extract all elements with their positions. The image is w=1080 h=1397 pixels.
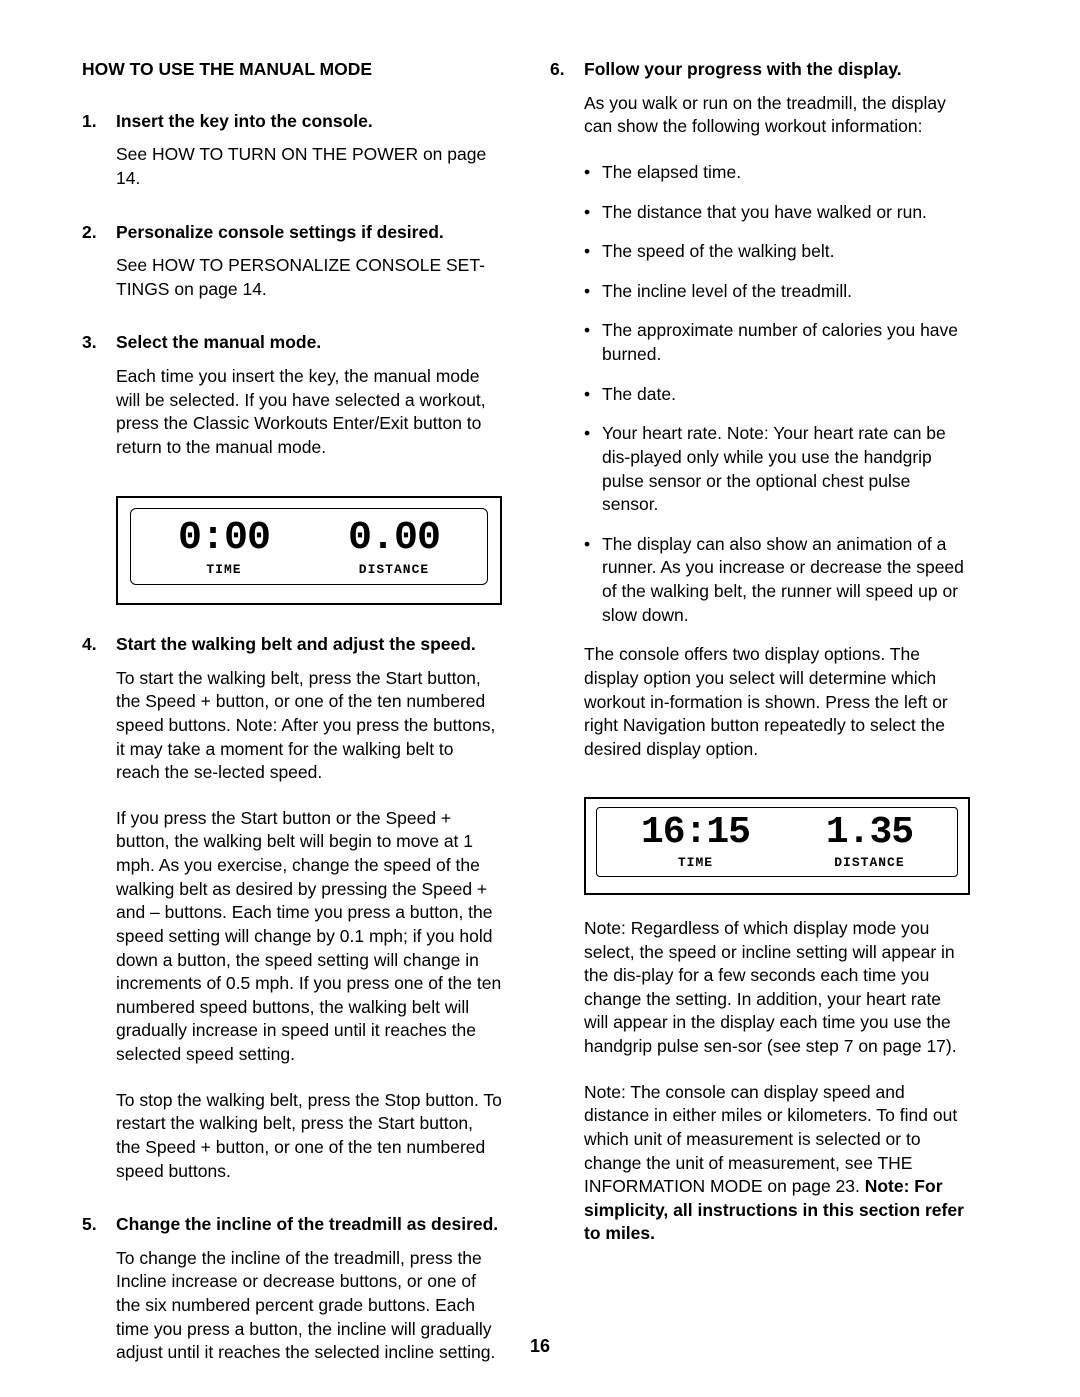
step-number: 1. <box>82 110 116 213</box>
step: 4.Start the walking belt and adjust the … <box>82 633 502 1205</box>
step-para: Each time you insert the key, the manual… <box>116 365 502 460</box>
step-heading: Insert the key into the console. <box>116 110 502 134</box>
display-screen: 0:00 TIME 0.00 DISTANCE <box>130 508 488 586</box>
step-6: 6. Follow your progress with the display… <box>550 58 970 783</box>
section-title: HOW TO USE THE MANUAL MODE <box>82 58 502 82</box>
readout-time: 0:00 TIME <box>178 519 270 579</box>
step-body: Start the walking belt and adjust the sp… <box>116 633 502 1205</box>
time-value: 16:15 <box>641 814 750 852</box>
steps-block-2: 4.Start the walking belt and adjust the … <box>82 633 502 1387</box>
step-heading: Select the manual mode. <box>116 331 502 355</box>
right-column: 6. Follow your progress with the display… <box>550 58 970 1395</box>
note-1: Note: Regardless of which display mode y… <box>584 917 970 1059</box>
distance-value: 0.00 <box>348 519 440 559</box>
bullet-item: The display can also show an animation o… <box>584 533 970 628</box>
step-para: If you press the Start button or the Spe… <box>116 807 502 1067</box>
distance-value: 1.35 <box>826 814 913 852</box>
step: 1.Insert the key into the console. See HO… <box>82 110 502 213</box>
step-body: Select the manual mode. Each time you ins… <box>116 331 502 481</box>
time-value: 0:00 <box>178 519 270 559</box>
page-number: 16 <box>0 1336 1080 1357</box>
step-body: Personalize console settings if desired.… <box>116 221 502 324</box>
step-para: To start the walking belt, press the Sta… <box>116 667 502 785</box>
distance-label: DISTANCE <box>348 561 440 579</box>
step-heading: Start the walking belt and adjust the sp… <box>116 633 502 657</box>
step-intro: As you walk or run on the treadmill, the… <box>584 92 970 139</box>
readout-distance: 0.00 DISTANCE <box>348 519 440 579</box>
step-number: 4. <box>82 633 116 1205</box>
step: 3.Select the manual mode. Each time you i… <box>82 331 502 481</box>
bullet-item: The incline level of the treadmill. <box>584 280 970 304</box>
after-bullets-para: The console offers two display options. … <box>584 643 970 761</box>
step-number: 5. <box>82 1213 116 1387</box>
step-heading: Change the incline of the treadmill as d… <box>116 1213 502 1237</box>
bullet-item: The distance that you have walked or run… <box>584 201 970 225</box>
step-body: Follow your progress with the display. A… <box>584 58 970 783</box>
bullet-item: The approximate number of calories you h… <box>584 319 970 366</box>
step-para: See HOW TO PERSONALIZE CONSOLE SET-TINGS… <box>116 254 502 301</box>
bullet-item: The elapsed time. <box>584 161 970 185</box>
step-heading: Follow your progress with the display. <box>584 58 970 82</box>
bullet-item: The speed of the walking belt. <box>584 240 970 264</box>
step-body: Insert the key into the console. See HOW … <box>116 110 502 213</box>
left-column: HOW TO USE THE MANUAL MODE 1.Insert the … <box>82 58 502 1395</box>
note-2: Note: The console can display speed and … <box>584 1081 970 1246</box>
step: 5.Change the incline of the treadmill as… <box>82 1213 502 1387</box>
step-number: 3. <box>82 331 116 481</box>
step-para: See HOW TO TURN ON THE POWER on page 14. <box>116 143 502 190</box>
steps-block-1: 1.Insert the key into the console. See HO… <box>82 110 502 482</box>
step: 2.Personalize console settings if desire… <box>82 221 502 324</box>
manual-page: HOW TO USE THE MANUAL MODE 1.Insert the … <box>0 0 1080 1395</box>
info-bullets: The elapsed time. The distance that you h… <box>584 161 970 627</box>
bullet-item: The date. <box>584 383 970 407</box>
bullet-item: Your heart rate. Note: Your heart rate c… <box>584 422 970 517</box>
time-label: TIME <box>178 561 270 579</box>
step-para: To stop the walking belt, press the Stop… <box>116 1089 502 1184</box>
display-illustration-1: 0:00 TIME 0.00 DISTANCE <box>116 496 502 606</box>
step-number: 6. <box>550 58 584 783</box>
time-label: TIME <box>641 854 750 872</box>
distance-label: DISTANCE <box>826 854 913 872</box>
display-illustration-2: 16:15 TIME 1.35 DISTANCE <box>584 797 970 895</box>
display-screen: 16:15 TIME 1.35 DISTANCE <box>596 807 958 877</box>
readout-time: 16:15 TIME <box>641 814 750 872</box>
readout-distance: 1.35 DISTANCE <box>826 814 913 872</box>
step-body: Change the incline of the treadmill as d… <box>116 1213 502 1387</box>
step-number: 2. <box>82 221 116 324</box>
step-heading: Personalize console settings if desired. <box>116 221 502 245</box>
